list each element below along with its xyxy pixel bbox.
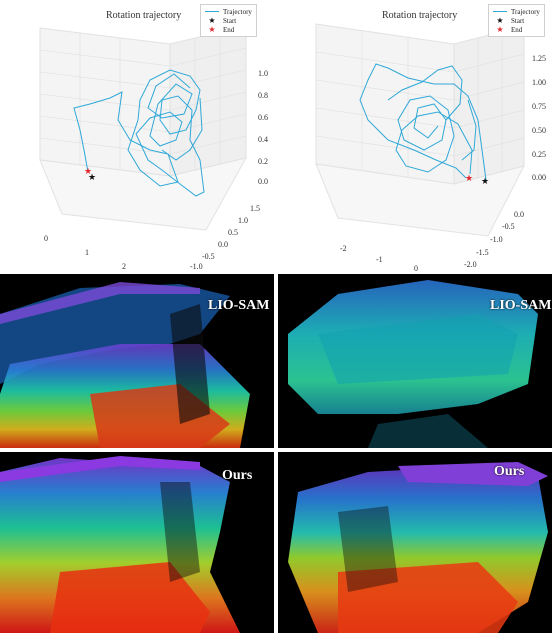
legend-end: ★ End [492,25,540,34]
star-icon: ★ [208,15,216,25]
z-tick: 0.4 [258,135,268,144]
point-cloud-lio-sam-left: LIO-SAM [0,274,274,448]
method-label: Ours [494,464,525,479]
legend-label: Start [223,16,237,25]
y-tick: 0.0 [218,240,228,249]
trajectory-line [73,69,205,197]
legend-start: ★ Start [492,16,540,25]
start-marker: ★ [481,177,489,187]
point-cloud-lio-sam-right: LIO-SAM [278,274,552,448]
end-marker: ★ [465,174,473,184]
z-tick: 0.75 [532,102,546,111]
point-cloud-image [288,462,548,633]
y-tick: -0.5 [502,222,515,231]
point-cloud-image [0,456,240,633]
plot-legend: Trajectory ★ Start ★ End [488,4,545,37]
y-tick: -1.5 [476,248,489,257]
point-cloud-ours-left: Ours [0,452,274,633]
legend-start: ★ Start [204,16,252,25]
y-tick: 1.5 [250,204,260,213]
y-tick: -2.0 [464,260,477,269]
star-icon: ★ [208,24,216,34]
x-tick: -2 [340,244,347,253]
trajectory-plot-right: ★ ★ Rotation trajectory Trajectory ★ Star… [278,0,552,272]
z-tick: 0.25 [532,150,546,159]
star-icon: ★ [496,24,504,34]
method-label: Ours [222,468,253,483]
plot-legend: Trajectory ★ Start ★ End [200,4,257,37]
star-icon: ★ [496,15,504,25]
point-cloud-image [288,280,538,448]
legend-trajectory: Trajectory [204,7,252,16]
x-tick: -1 [376,255,383,264]
y-tick: -0.5 [202,252,215,261]
x-tick: 1 [85,248,89,257]
z-tick: 0.0 [258,177,268,186]
z-tick: 0.2 [258,157,268,166]
line-icon [492,11,508,12]
x-tick: 2 [122,262,126,271]
plot-title: Rotation trajectory [106,10,182,21]
y-tick: 0.5 [228,228,238,237]
legend-label: End [511,25,523,34]
legend-end: ★ End [204,25,252,34]
point-cloud-image [0,282,250,448]
z-tick: 0.00 [532,173,546,182]
trajectory-line [359,63,487,181]
z-tick: 1.25 [532,54,546,63]
plot-title: Rotation trajectory [382,10,458,21]
method-label: LIO-SAM [208,298,270,313]
legend-label: Trajectory [511,7,540,16]
legend-label: End [223,25,235,34]
y-tick: 0.0 [514,210,524,219]
line-icon [204,11,220,12]
legend-label: Trajectory [223,7,252,16]
plot-axes-right: ★ ★ [315,23,525,237]
method-label: LIO-SAM [490,298,552,313]
end-marker: ★ [84,167,92,177]
z-tick: 0.50 [532,126,546,135]
point-cloud-ours-right: Ours [278,452,552,633]
y-tick: 1.0 [238,216,248,225]
z-tick: 0.6 [258,113,268,122]
y-tick: -1.0 [190,262,203,271]
legend-trajectory: Trajectory [492,7,540,16]
z-tick: 1.00 [532,78,546,87]
x-tick: 0 [414,264,418,272]
z-tick: 1.0 [258,69,268,78]
trajectory-plot-left: ★ ★ Rotation trajectory Trajectory ★ Star… [0,0,274,272]
start-marker: ★ [88,173,96,183]
plot-axes-left: ★ ★ [39,25,247,231]
legend-label: Start [511,16,525,25]
x-tick: 0 [44,234,48,243]
y-tick: -1.0 [490,235,503,244]
z-tick: 0.8 [258,91,268,100]
